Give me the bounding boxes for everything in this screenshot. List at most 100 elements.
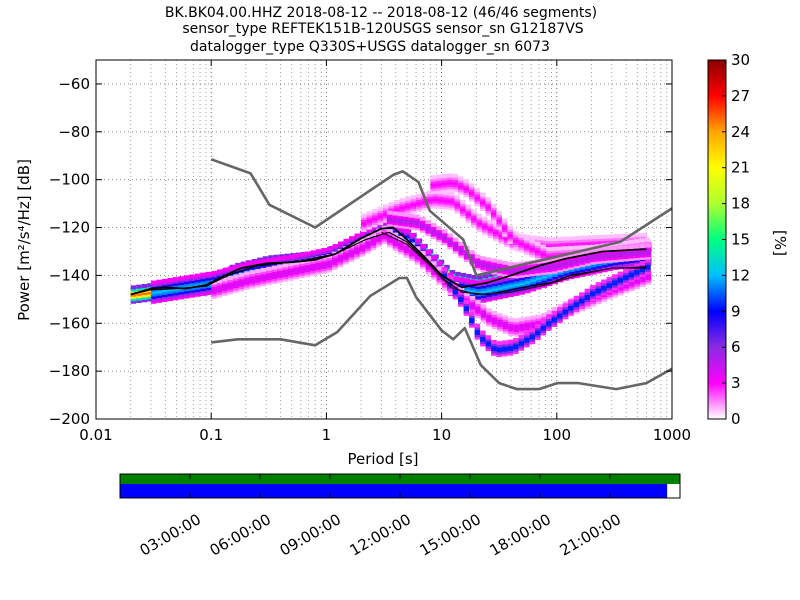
heatmap-cell bbox=[507, 228, 513, 233]
heatmap-cell bbox=[397, 219, 404, 224]
heatmap-cell bbox=[150, 282, 157, 287]
heatmap-cell bbox=[548, 239, 554, 244]
heatmap-cell bbox=[277, 274, 283, 279]
heatmap-cell bbox=[443, 200, 450, 205]
heatmap-cell bbox=[449, 270, 456, 275]
heatmap-cell bbox=[211, 273, 217, 278]
heatmap-cell bbox=[136, 299, 142, 304]
heatmap-cell bbox=[430, 227, 437, 232]
heatmap-cell bbox=[452, 294, 459, 299]
heatmap-cell bbox=[490, 215, 497, 220]
heatmap-cell bbox=[205, 279, 212, 284]
heatmap-cell bbox=[458, 297, 464, 302]
heatmap-cell bbox=[431, 270, 437, 275]
heatmap-cell bbox=[222, 287, 228, 292]
heatmap-cell bbox=[452, 242, 459, 247]
heatmap-cell bbox=[227, 283, 234, 288]
heatmap-cell bbox=[399, 200, 406, 205]
heatmap-cell bbox=[508, 317, 514, 322]
colorbar-tick-label: 30 bbox=[731, 51, 750, 69]
heatmap-cell bbox=[474, 333, 481, 338]
heatmap-cell bbox=[482, 274, 489, 279]
heatmap-cell bbox=[497, 315, 503, 320]
heatmap-cell bbox=[408, 225, 415, 230]
heatmap-cell bbox=[518, 273, 525, 278]
heatmap-cell bbox=[513, 274, 519, 279]
heatmap-cell bbox=[535, 314, 542, 319]
heatmap-cell bbox=[386, 222, 393, 227]
heatmap-cell bbox=[403, 251, 410, 256]
heatmap-cell bbox=[529, 251, 535, 256]
heatmap-cell bbox=[490, 211, 497, 216]
heatmap-cell bbox=[469, 318, 475, 323]
heatmap-cell bbox=[524, 277, 531, 282]
heatmap-cell bbox=[636, 233, 642, 238]
heatmap-cell bbox=[469, 316, 475, 321]
heatmap-cell bbox=[183, 282, 190, 287]
heatmap-cell bbox=[623, 255, 629, 260]
heatmap-cell bbox=[189, 291, 195, 296]
heatmap-cell bbox=[386, 210, 393, 215]
heatmap-cell bbox=[471, 211, 477, 216]
x-tick-label: 0.01 bbox=[79, 426, 112, 444]
heatmap-cell bbox=[348, 238, 355, 243]
heatmap-cell bbox=[508, 285, 514, 290]
heatmap-cell bbox=[469, 307, 476, 312]
heatmap-cell bbox=[386, 213, 393, 218]
heatmap-cell bbox=[370, 243, 377, 248]
heatmap-cell bbox=[556, 248, 563, 253]
heatmap-cell bbox=[447, 279, 453, 284]
percentile-line bbox=[381, 231, 647, 296]
heatmap-cell bbox=[515, 247, 521, 252]
heatmap-cell bbox=[623, 264, 630, 269]
heatmap-cell bbox=[326, 251, 333, 256]
heatmap-cell bbox=[623, 286, 630, 291]
heatmap-cell bbox=[279, 254, 285, 259]
heatmap-cell bbox=[282, 275, 289, 280]
heatmap-cell bbox=[172, 279, 179, 284]
heatmap-cell bbox=[581, 240, 587, 245]
heatmap-cell bbox=[645, 270, 651, 275]
heatmap-cell bbox=[321, 267, 327, 272]
heatmap-cell bbox=[194, 292, 201, 297]
heatmap-cell bbox=[392, 218, 398, 223]
heatmap-cell bbox=[507, 269, 514, 274]
heatmap-cell bbox=[612, 281, 618, 286]
heatmap-cell bbox=[553, 244, 560, 249]
heatmap-cell bbox=[513, 284, 520, 289]
heatmap-cell bbox=[645, 250, 651, 255]
heatmap-cell bbox=[469, 321, 475, 326]
heatmap-cell bbox=[410, 197, 417, 202]
heatmap-cell bbox=[431, 263, 437, 268]
heatmap-cell bbox=[645, 255, 651, 260]
heatmap-cell bbox=[595, 255, 602, 260]
heatmap-cell bbox=[564, 241, 571, 246]
heatmap-cell bbox=[513, 330, 520, 335]
heatmap-cell bbox=[496, 271, 503, 276]
heatmap-cell bbox=[491, 258, 497, 263]
heatmap-cell bbox=[570, 243, 576, 248]
heatmap-cell bbox=[449, 196, 455, 201]
y-axis-ticks: −200−180−160−140−120−100−80−60 bbox=[49, 75, 672, 428]
heatmap-cell bbox=[523, 250, 530, 255]
heatmap-cell bbox=[430, 235, 437, 240]
heatmap-cell bbox=[381, 240, 388, 245]
heatmap-cell bbox=[568, 267, 575, 272]
heatmap-cell bbox=[556, 246, 563, 251]
heatmap-cell bbox=[282, 277, 289, 282]
heatmap-cell bbox=[458, 253, 464, 258]
heatmap-cell bbox=[377, 221, 384, 226]
heatmap-cell bbox=[541, 274, 547, 279]
heatmap-cell bbox=[337, 263, 344, 268]
heatmap-cell bbox=[617, 271, 624, 276]
heatmap-cell bbox=[366, 213, 373, 218]
heatmap-cell bbox=[427, 195, 433, 200]
heatmap-cell bbox=[315, 258, 322, 263]
heatmap-cell bbox=[359, 238, 366, 243]
heatmap-cell bbox=[508, 281, 514, 286]
heatmap-cell bbox=[388, 206, 395, 211]
heatmap-cell bbox=[557, 307, 563, 312]
heatmap-cell bbox=[430, 182, 436, 187]
colorbar-tick-label: 0 bbox=[731, 410, 741, 428]
heatmap-cell bbox=[485, 335, 492, 340]
